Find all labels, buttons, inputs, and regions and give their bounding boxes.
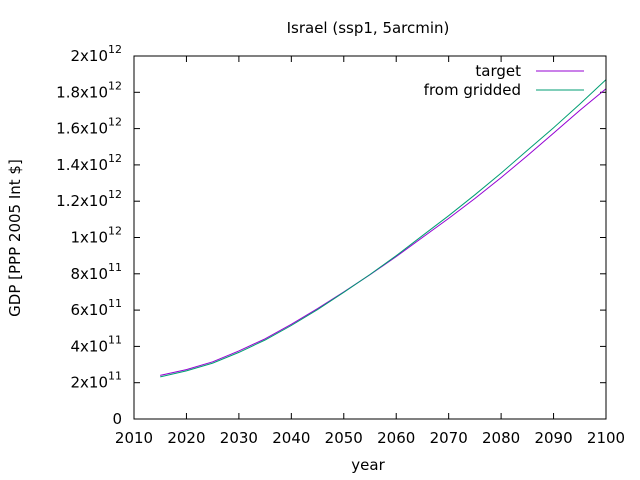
y-tick-label: 1.8x1012 (56, 79, 122, 101)
y-tick-label: 1.2x1012 (56, 188, 122, 210)
legend-label: target (475, 62, 521, 80)
y-tick-label: 1.6x1012 (56, 116, 122, 138)
y-tick-exponent: 11 (108, 333, 122, 346)
x-tick-label: 2030 (220, 429, 258, 447)
x-tick-label: 2060 (377, 429, 415, 447)
axis-ticks: 2010 2020 2030 2040 2050 2060 2070 2080 2090 2100… (56, 43, 625, 447)
x-tick-label: 2040 (272, 429, 310, 447)
series-lines (160, 79, 607, 378)
y-tick-mantissa: 0 (112, 410, 122, 428)
y-tick-mantissa: 2x10 (70, 374, 108, 392)
series-line-target (160, 88, 607, 376)
y-axis-label: GDP [PPP 2005 Int $] (6, 159, 24, 317)
x-tick-label: 2100 (587, 429, 625, 447)
y-tick-label: 1.4x1012 (56, 152, 122, 174)
y-tick-mantissa: 1.8x10 (56, 83, 108, 101)
legend-label: from gridded (424, 81, 521, 99)
chart-title: Israel (ssp1, 5arcmin) (287, 19, 450, 37)
y-tick-exponent: 11 (108, 261, 122, 274)
plot-frame (133, 55, 607, 420)
y-tick-label: 4x1011 (70, 333, 122, 355)
y-tick-mantissa: 6x10 (70, 301, 108, 319)
x-axis-label: year (351, 456, 385, 474)
y-tick-exponent: 11 (108, 297, 122, 310)
y-tick-mantissa: 4x10 (70, 337, 108, 355)
x-tick-label: 2020 (167, 429, 205, 447)
y-tick-mantissa: 1.2x10 (56, 192, 108, 210)
x-tick-label: 2090 (534, 429, 572, 447)
y-tick-label: 6x1011 (70, 297, 122, 319)
y-tick-mantissa: 1x10 (70, 229, 108, 247)
y-tick-exponent: 11 (108, 370, 122, 383)
y-tick-mantissa: 2x10 (70, 47, 108, 65)
y-tick-exponent: 12 (108, 116, 122, 129)
y-tick-mantissa: 8x10 (70, 265, 108, 283)
y-tick-exponent: 12 (108, 79, 122, 92)
y-tick-mantissa: 1.6x10 (56, 120, 108, 138)
y-tick-label: 1x1012 (70, 225, 122, 247)
y-tick-exponent: 12 (108, 43, 122, 56)
y-tick-label: 2x1012 (70, 43, 122, 65)
x-tick-label: 2050 (325, 429, 363, 447)
y-tick-label: 8x1011 (70, 261, 122, 283)
x-tick-label: 2080 (482, 429, 520, 447)
y-tick-exponent: 12 (108, 188, 122, 201)
y-tick-label: 2x1011 (70, 370, 122, 392)
x-tick-label: 2010 (115, 429, 153, 447)
y-tick-mantissa: 1.4x10 (56, 156, 108, 174)
x-tick-label: 2070 (430, 429, 468, 447)
y-tick-exponent: 12 (108, 225, 122, 238)
series-line-from-gridded (160, 79, 607, 378)
y-tick-exponent: 12 (108, 152, 122, 165)
y-tick-label: 0 (112, 410, 122, 428)
